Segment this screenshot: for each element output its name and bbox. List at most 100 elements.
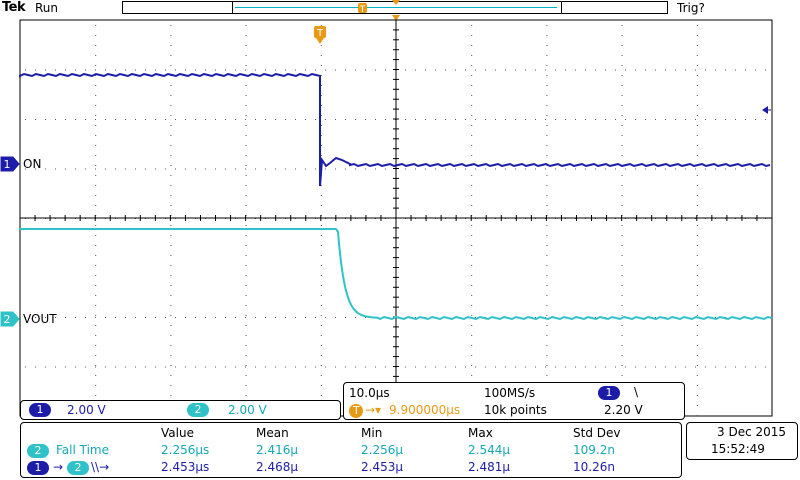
grid-dot: [245, 69, 246, 71]
grid-dot: [665, 168, 666, 170]
grid-dot: [546, 365, 548, 366]
grid-dot: [645, 366, 646, 368]
grid-dot: [245, 235, 247, 236]
grid-dot: [245, 135, 247, 136]
grid-dot: [275, 168, 276, 170]
record-trigger-icon: [358, 3, 367, 13]
grid-dot: [95, 115, 97, 116]
brand-logo: Tek: [2, 0, 26, 15]
grid-dot: [95, 395, 97, 396]
grid-dot: [235, 69, 236, 71]
grid-dot: [471, 175, 473, 176]
grid-dot: [546, 265, 548, 266]
grid-dot: [235, 317, 236, 318]
grid-dot: [320, 45, 322, 46]
grid-dot: [245, 395, 247, 396]
grid-dot: [621, 185, 623, 186]
grid-dot: [625, 119, 626, 120]
grid-dot: [355, 366, 356, 368]
grid-dot: [435, 119, 436, 120]
grid-dot: [355, 168, 356, 170]
grid-dot: [315, 69, 316, 71]
grid-dot: [471, 245, 473, 246]
timebase-trigger-readout[interactable]: 10.0µs 100MS/s 1 \ T →▾ 9.900000µs 10k p…: [343, 382, 685, 420]
grid-dot: [125, 119, 126, 120]
grid-dot: [305, 366, 306, 368]
grid-dot: [471, 255, 473, 256]
grid-dot: [546, 225, 548, 226]
grid-dot: [245, 175, 247, 176]
grid-dot: [95, 385, 97, 386]
grid-dot: [505, 69, 506, 71]
grid-dot: [445, 69, 446, 71]
grid-dot: [675, 168, 676, 170]
grid-dot: [170, 195, 172, 196]
grid-dot: [225, 69, 226, 71]
grid-dot: [546, 285, 548, 286]
grid-dot: [495, 366, 496, 368]
trigger-source-badge: 1: [598, 386, 620, 400]
grid-dot: [471, 45, 473, 46]
measurement-row2-edges-icon: \\→: [91, 460, 110, 474]
grid-dot: [95, 35, 97, 36]
grid-dot: [95, 335, 97, 336]
grid-dot: [285, 366, 286, 368]
grid-dot: [95, 25, 97, 26]
grid-dot: [621, 315, 623, 316]
grid-dot: [235, 119, 236, 120]
grid-dot: [545, 119, 546, 120]
grid-dot: [605, 168, 606, 170]
grid-dot: [621, 115, 623, 116]
grid-dot: [235, 366, 236, 368]
grid-dot: [715, 366, 716, 368]
grid-dot: [546, 255, 548, 256]
grid-dot: [170, 345, 172, 346]
grid-dot: [621, 65, 623, 66]
grid-dot: [625, 168, 626, 170]
grid-dot: [535, 69, 536, 71]
grid-dot: [320, 285, 322, 286]
grid-dot: [320, 65, 322, 66]
grid-dot: [245, 205, 247, 206]
grid-dot: [195, 119, 196, 120]
grid-dot: [621, 195, 623, 196]
grid-dot: [705, 366, 706, 368]
trigger-time-marker[interactable]: T: [314, 26, 326, 44]
datetime-readout: 3 Dec 2015 15:52:49: [686, 422, 798, 460]
grid-dot: [471, 55, 473, 56]
grid-dot: [215, 168, 216, 170]
grid-dot: [495, 69, 496, 71]
grid-dot: [471, 25, 473, 26]
grid-dot: [245, 325, 247, 326]
grid-dot: [405, 168, 406, 170]
acquisition-status[interactable]: Run: [35, 1, 59, 15]
grid-dot: [615, 119, 616, 120]
grid-dot: [471, 115, 473, 116]
grid-dot: [565, 366, 566, 368]
grid-dot: [95, 155, 97, 156]
ch2-ground-marker[interactable]: 2: [0, 311, 20, 327]
grid-dot: [696, 105, 698, 106]
channel-scale-readout[interactable]: 1 2.00 V 2 2.00 V: [20, 400, 341, 420]
grid-dot: [525, 168, 526, 170]
grid-dot: [755, 168, 756, 170]
grid-dot: [621, 295, 623, 296]
grid-dot: [95, 275, 97, 276]
grid-dot: [546, 75, 548, 76]
grid-dot: [685, 366, 686, 368]
grid-dot: [696, 265, 698, 266]
grid-dot: [155, 119, 156, 120]
grid-dot: [105, 119, 106, 120]
ch1-ground-marker[interactable]: 1: [0, 156, 20, 172]
grid-dot: [170, 325, 172, 326]
grid-dot: [345, 317, 346, 318]
grid-dot: [85, 317, 86, 318]
grid-dot: [125, 168, 126, 170]
grid-dot: [305, 168, 306, 170]
grid-dot: [365, 317, 366, 318]
grid-dot: [696, 205, 698, 206]
trigger-level-arrow-icon[interactable]: [762, 106, 768, 114]
grid-dot: [95, 285, 97, 286]
measurements-panel[interactable]: Value Mean Min Max Std Dev 2 Fall Time 2…: [20, 422, 682, 478]
